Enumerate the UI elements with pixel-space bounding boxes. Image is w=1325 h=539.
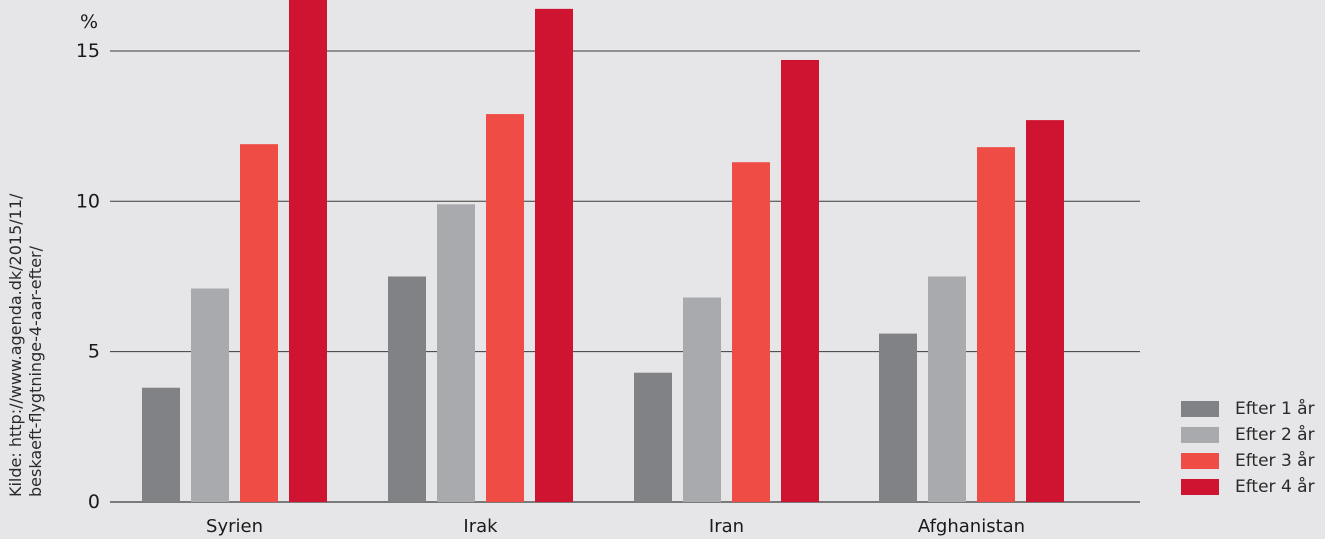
x-tick-label: Iran — [709, 516, 744, 537]
x-tick-label: Afghanistan — [918, 516, 1025, 537]
bar — [437, 204, 475, 502]
bar — [240, 144, 278, 503]
y-tick-labels: 0 5 10 15 — [76, 40, 100, 513]
bar — [683, 297, 721, 502]
legend-item: Efter 1 år — [1181, 396, 1315, 422]
legend-swatch — [1181, 453, 1219, 469]
legend-swatch — [1181, 479, 1219, 495]
bar — [879, 333, 917, 502]
y-tick-label: 5 — [88, 341, 100, 363]
legend: Efter 1 år Efter 2 år Efter 3 år Efter 4… — [1181, 396, 1315, 500]
bar — [486, 114, 524, 503]
bar — [191, 288, 229, 502]
bar — [1026, 120, 1064, 503]
legend-item: Efter 3 år — [1181, 448, 1315, 474]
bar — [289, 0, 327, 503]
bar — [388, 276, 426, 502]
y-tick-label: 15 — [76, 40, 100, 62]
bar — [142, 387, 180, 502]
legend-label: Efter 4 år — [1235, 477, 1315, 497]
legend-label: Efter 3 år — [1235, 451, 1315, 471]
legend-item: Efter 2 år — [1181, 422, 1315, 448]
source-line-1: Kilde: http://www.agenda.dk/2015/11/ — [6, 193, 25, 497]
y-tick-label: 10 — [76, 190, 100, 212]
gridlines — [110, 50, 1140, 503]
x-tick-labels: Syrien Irak Iran Afghanistan — [206, 516, 1025, 537]
source-line-2: beskaeft-flygtninge-4-aar-efter/ — [26, 245, 45, 497]
x-tick-label: Syrien — [206, 516, 263, 537]
x-tick-label: Irak — [463, 516, 498, 537]
y-unit-label: % — [80, 11, 98, 33]
bar — [977, 147, 1015, 502]
bars — [142, 0, 1064, 503]
legend-swatch — [1181, 401, 1219, 417]
legend-swatch — [1181, 427, 1219, 443]
bar — [781, 59, 819, 502]
bar — [928, 276, 966, 502]
legend-item: Efter 4 år — [1181, 474, 1315, 500]
legend-label: Efter 1 år — [1235, 399, 1315, 419]
bar — [535, 8, 573, 503]
bar — [634, 372, 672, 502]
y-tick-label: 0 — [88, 491, 100, 513]
bar — [732, 162, 770, 503]
legend-label: Efter 2 år — [1235, 425, 1315, 445]
